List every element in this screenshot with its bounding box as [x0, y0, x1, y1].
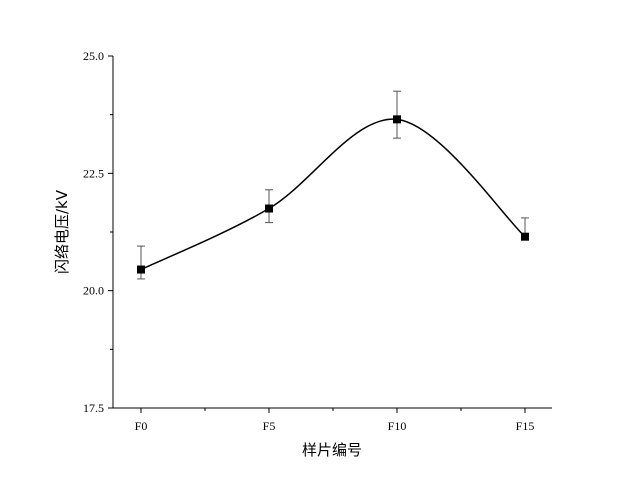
data-point — [137, 265, 145, 274]
data-point — [521, 232, 529, 241]
x-tick-label: F5 — [263, 419, 276, 433]
y-tick-label: 22.5 — [83, 166, 104, 180]
x-tick-label: F15 — [516, 419, 535, 433]
x-axis-title: 样片编号 — [302, 441, 362, 459]
error-bars — [137, 90, 529, 280]
y-tick-label: 20.0 — [83, 284, 104, 298]
y-ticks: 17.5 20.0 22.5 25.0 — [83, 49, 113, 415]
data-point — [393, 115, 401, 124]
series-line — [140, 118, 526, 271]
x-ticks: F0 F5 F10 F15 — [135, 408, 535, 433]
y-tick-label: 17.5 — [83, 401, 104, 415]
x-tick-label: F0 — [135, 419, 148, 433]
y-tick-label: 25.0 — [83, 49, 104, 63]
data-points — [137, 115, 529, 274]
x-tick-label: F10 — [388, 419, 407, 433]
data-point — [265, 204, 273, 213]
axes — [112, 56, 552, 409]
y-axis-title: 闪络电压/kV — [53, 189, 71, 274]
